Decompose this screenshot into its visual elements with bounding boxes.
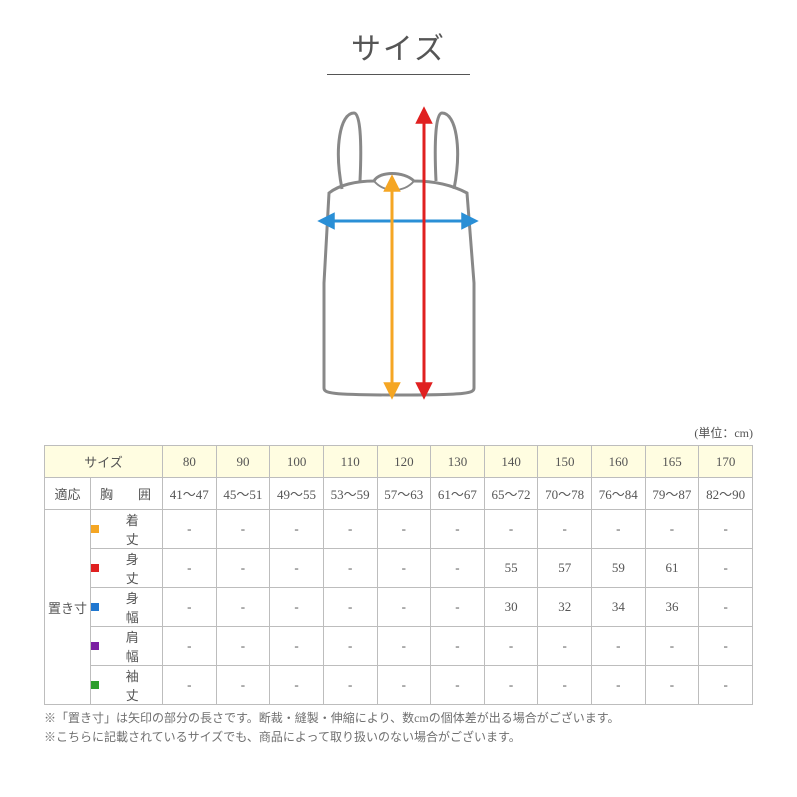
cell-flat: - bbox=[645, 627, 699, 666]
cell-flat: - bbox=[592, 510, 646, 549]
cell-flat: - bbox=[699, 510, 753, 549]
cell-fit: 45～51 bbox=[216, 478, 270, 510]
col-size-100: 100 bbox=[270, 446, 324, 478]
camisole-icon bbox=[284, 93, 514, 413]
cell-flat: 55 bbox=[484, 549, 538, 588]
cell-flat: - bbox=[699, 588, 753, 627]
col-size-120: 120 bbox=[377, 446, 431, 478]
cell-flat: 57 bbox=[538, 549, 592, 588]
cell-flat: - bbox=[431, 588, 485, 627]
rowgroup-flat: 置き寸 bbox=[45, 510, 91, 705]
size-table-wrap: サイズ8090100110120130140150160165170適応胸 囲4… bbox=[0, 445, 797, 705]
cell-flat: - bbox=[538, 666, 592, 705]
cell-flat: - bbox=[163, 666, 217, 705]
garment-diagram bbox=[0, 93, 797, 418]
col-size-150: 150 bbox=[538, 446, 592, 478]
cell-flat: - bbox=[323, 627, 377, 666]
cell-flat: - bbox=[592, 666, 646, 705]
cell-flat: - bbox=[592, 627, 646, 666]
cell-fit: 82～90 bbox=[699, 478, 753, 510]
cell-fit: 57～63 bbox=[377, 478, 431, 510]
cell-flat: - bbox=[270, 588, 324, 627]
cell-flat: - bbox=[216, 588, 270, 627]
cell-flat: - bbox=[163, 588, 217, 627]
col-size-140: 140 bbox=[484, 446, 538, 478]
cell-flat: - bbox=[431, 549, 485, 588]
cell-flat: - bbox=[323, 510, 377, 549]
cell-flat: - bbox=[645, 666, 699, 705]
row-fit-label: 胸 囲 bbox=[91, 478, 163, 510]
footnotes: ※「置き寸」は矢印の部分の長さです。断裁・縫製・伸縮により、数cmの個体差が出る… bbox=[0, 705, 797, 747]
cell-flat: - bbox=[270, 627, 324, 666]
row-flat-label: 身 幅 bbox=[91, 588, 163, 627]
cell-flat: - bbox=[216, 549, 270, 588]
cell-flat: - bbox=[323, 549, 377, 588]
cell-flat: - bbox=[270, 666, 324, 705]
cell-fit: 65～72 bbox=[484, 478, 538, 510]
cell-flat: - bbox=[484, 666, 538, 705]
cell-flat: - bbox=[216, 510, 270, 549]
cell-flat: - bbox=[323, 666, 377, 705]
title-section: サイズ bbox=[0, 0, 797, 75]
unit-label: (単位：cm) bbox=[0, 424, 797, 441]
row-flat-label: 着 丈 bbox=[91, 510, 163, 549]
cell-flat: - bbox=[431, 666, 485, 705]
cell-flat: 32 bbox=[538, 588, 592, 627]
cell-flat: - bbox=[431, 627, 485, 666]
cell-fit: 53～59 bbox=[323, 478, 377, 510]
cell-flat: - bbox=[163, 549, 217, 588]
col-size-165: 165 bbox=[645, 446, 699, 478]
cell-flat: 36 bbox=[645, 588, 699, 627]
col-size-170: 170 bbox=[699, 446, 753, 478]
cell-flat: - bbox=[377, 549, 431, 588]
cell-flat: - bbox=[377, 666, 431, 705]
col-size-110: 110 bbox=[323, 446, 377, 478]
cell-fit: 79～87 bbox=[645, 478, 699, 510]
cell-flat: - bbox=[216, 666, 270, 705]
cell-flat: - bbox=[216, 627, 270, 666]
cell-flat: - bbox=[484, 510, 538, 549]
cell-flat: - bbox=[484, 627, 538, 666]
cell-fit: 76～84 bbox=[592, 478, 646, 510]
col-size-header: サイズ bbox=[45, 446, 163, 478]
page-title: サイズ bbox=[327, 24, 470, 75]
cell-flat: - bbox=[163, 510, 217, 549]
row-flat-label: 袖 丈 bbox=[91, 666, 163, 705]
size-table: サイズ8090100110120130140150160165170適応胸 囲4… bbox=[44, 445, 753, 705]
cell-flat: - bbox=[270, 549, 324, 588]
cell-flat: - bbox=[431, 510, 485, 549]
cell-fit: 61～67 bbox=[431, 478, 485, 510]
cell-flat: - bbox=[645, 510, 699, 549]
cell-flat: - bbox=[538, 510, 592, 549]
cell-flat: 34 bbox=[592, 588, 646, 627]
cell-flat: - bbox=[323, 588, 377, 627]
cell-flat: - bbox=[163, 627, 217, 666]
cell-flat: - bbox=[699, 549, 753, 588]
cell-flat: 30 bbox=[484, 588, 538, 627]
cell-flat: - bbox=[377, 588, 431, 627]
cell-flat: - bbox=[377, 510, 431, 549]
col-size-80: 80 bbox=[163, 446, 217, 478]
cell-flat: - bbox=[699, 627, 753, 666]
cell-flat: - bbox=[699, 666, 753, 705]
cell-fit: 41～47 bbox=[163, 478, 217, 510]
col-size-130: 130 bbox=[431, 446, 485, 478]
cell-flat: - bbox=[538, 627, 592, 666]
cell-flat: - bbox=[377, 627, 431, 666]
rowgroup-fit: 適応 bbox=[45, 478, 91, 510]
cell-flat: - bbox=[270, 510, 324, 549]
row-flat-label: 肩 幅 bbox=[91, 627, 163, 666]
row-flat-label: 身 丈 bbox=[91, 549, 163, 588]
col-size-160: 160 bbox=[592, 446, 646, 478]
footnote-line: ※こちらに記載されているサイズでも、商品によって取り扱いのない場合がございます。 bbox=[44, 728, 753, 747]
cell-flat: 59 bbox=[592, 549, 646, 588]
cell-fit: 70～78 bbox=[538, 478, 592, 510]
cell-flat: 61 bbox=[645, 549, 699, 588]
col-size-90: 90 bbox=[216, 446, 270, 478]
footnote-line: ※「置き寸」は矢印の部分の長さです。断裁・縫製・伸縮により、数cmの個体差が出る… bbox=[44, 709, 753, 728]
cell-fit: 49～55 bbox=[270, 478, 324, 510]
